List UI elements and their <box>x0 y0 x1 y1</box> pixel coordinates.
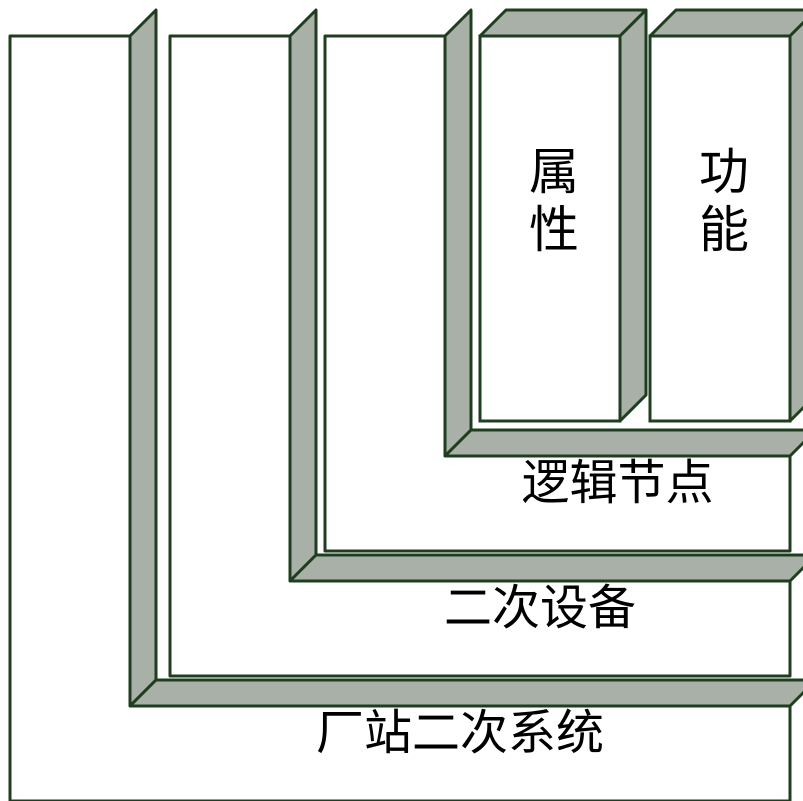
attr-label: 属性 <box>480 10 620 395</box>
attr-box: 属性 <box>480 10 620 395</box>
func-box: 功能 <box>650 10 790 395</box>
level3-label: 逻辑节点 <box>445 430 790 525</box>
level2-label: 二次设备 <box>290 555 790 650</box>
level1-label: 厂站二次系统 <box>130 680 790 775</box>
func-label: 功能 <box>650 10 790 395</box>
diagram-root: 厂站二次系统 二次设备 逻辑节点 属性 功能 <box>10 10 790 775</box>
